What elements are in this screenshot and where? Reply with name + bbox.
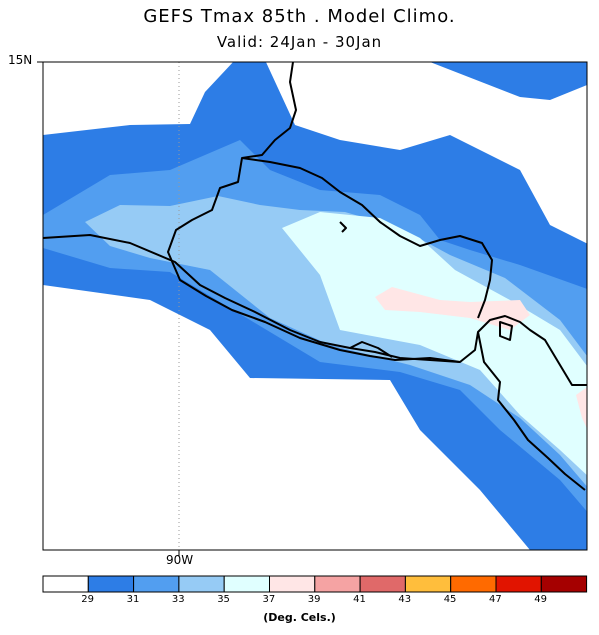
colorbar (42, 575, 588, 593)
colorbar-tick-label: 33 (171, 594, 185, 605)
colorbar-units: (Deg. Cels.) (263, 611, 336, 624)
colorbar-swatch (87, 575, 135, 593)
colorbar-tick-label: 39 (307, 594, 321, 605)
map-frame (42, 61, 588, 551)
colorbar-tick-label: 35 (217, 594, 230, 605)
temperature-fill (43, 62, 587, 550)
map-title: GEFS Tmax 85th . Model Climo. (143, 6, 456, 27)
colorbar-swatch (178, 575, 225, 593)
colorbar-tick-label: 37 (262, 594, 276, 605)
colorbar-swatch (314, 575, 361, 593)
map-subtitle: Valid: 24Jan - 30Jan (216, 33, 383, 51)
colorbar-swatch (404, 575, 452, 593)
latitude-label: 15N (8, 53, 33, 67)
colorbar-swatch (133, 575, 180, 593)
colorbar-tick-label: 45 (443, 594, 457, 605)
colorbar-tick-label: 43 (398, 594, 412, 605)
colorbar-tick-label: 47 (489, 594, 502, 605)
colorbar-swatch (540, 575, 588, 593)
colorbar-tick-label: 29 (81, 594, 95, 605)
coastline-borders (43, 62, 587, 491)
colorbar-swatch (269, 575, 316, 593)
colorbar-swatch (359, 575, 406, 593)
longitude-label: 90W (166, 553, 194, 567)
colorbar-swatch (42, 575, 89, 593)
colorbar-tick-label: 31 (126, 594, 140, 605)
colorbar-swatch (450, 575, 497, 593)
colorbar-tick-label: 41 (353, 594, 366, 605)
colorbar-swatch (495, 575, 542, 593)
colorbar-swatch (223, 575, 270, 593)
colorbar-tick-label: 49 (534, 594, 548, 605)
